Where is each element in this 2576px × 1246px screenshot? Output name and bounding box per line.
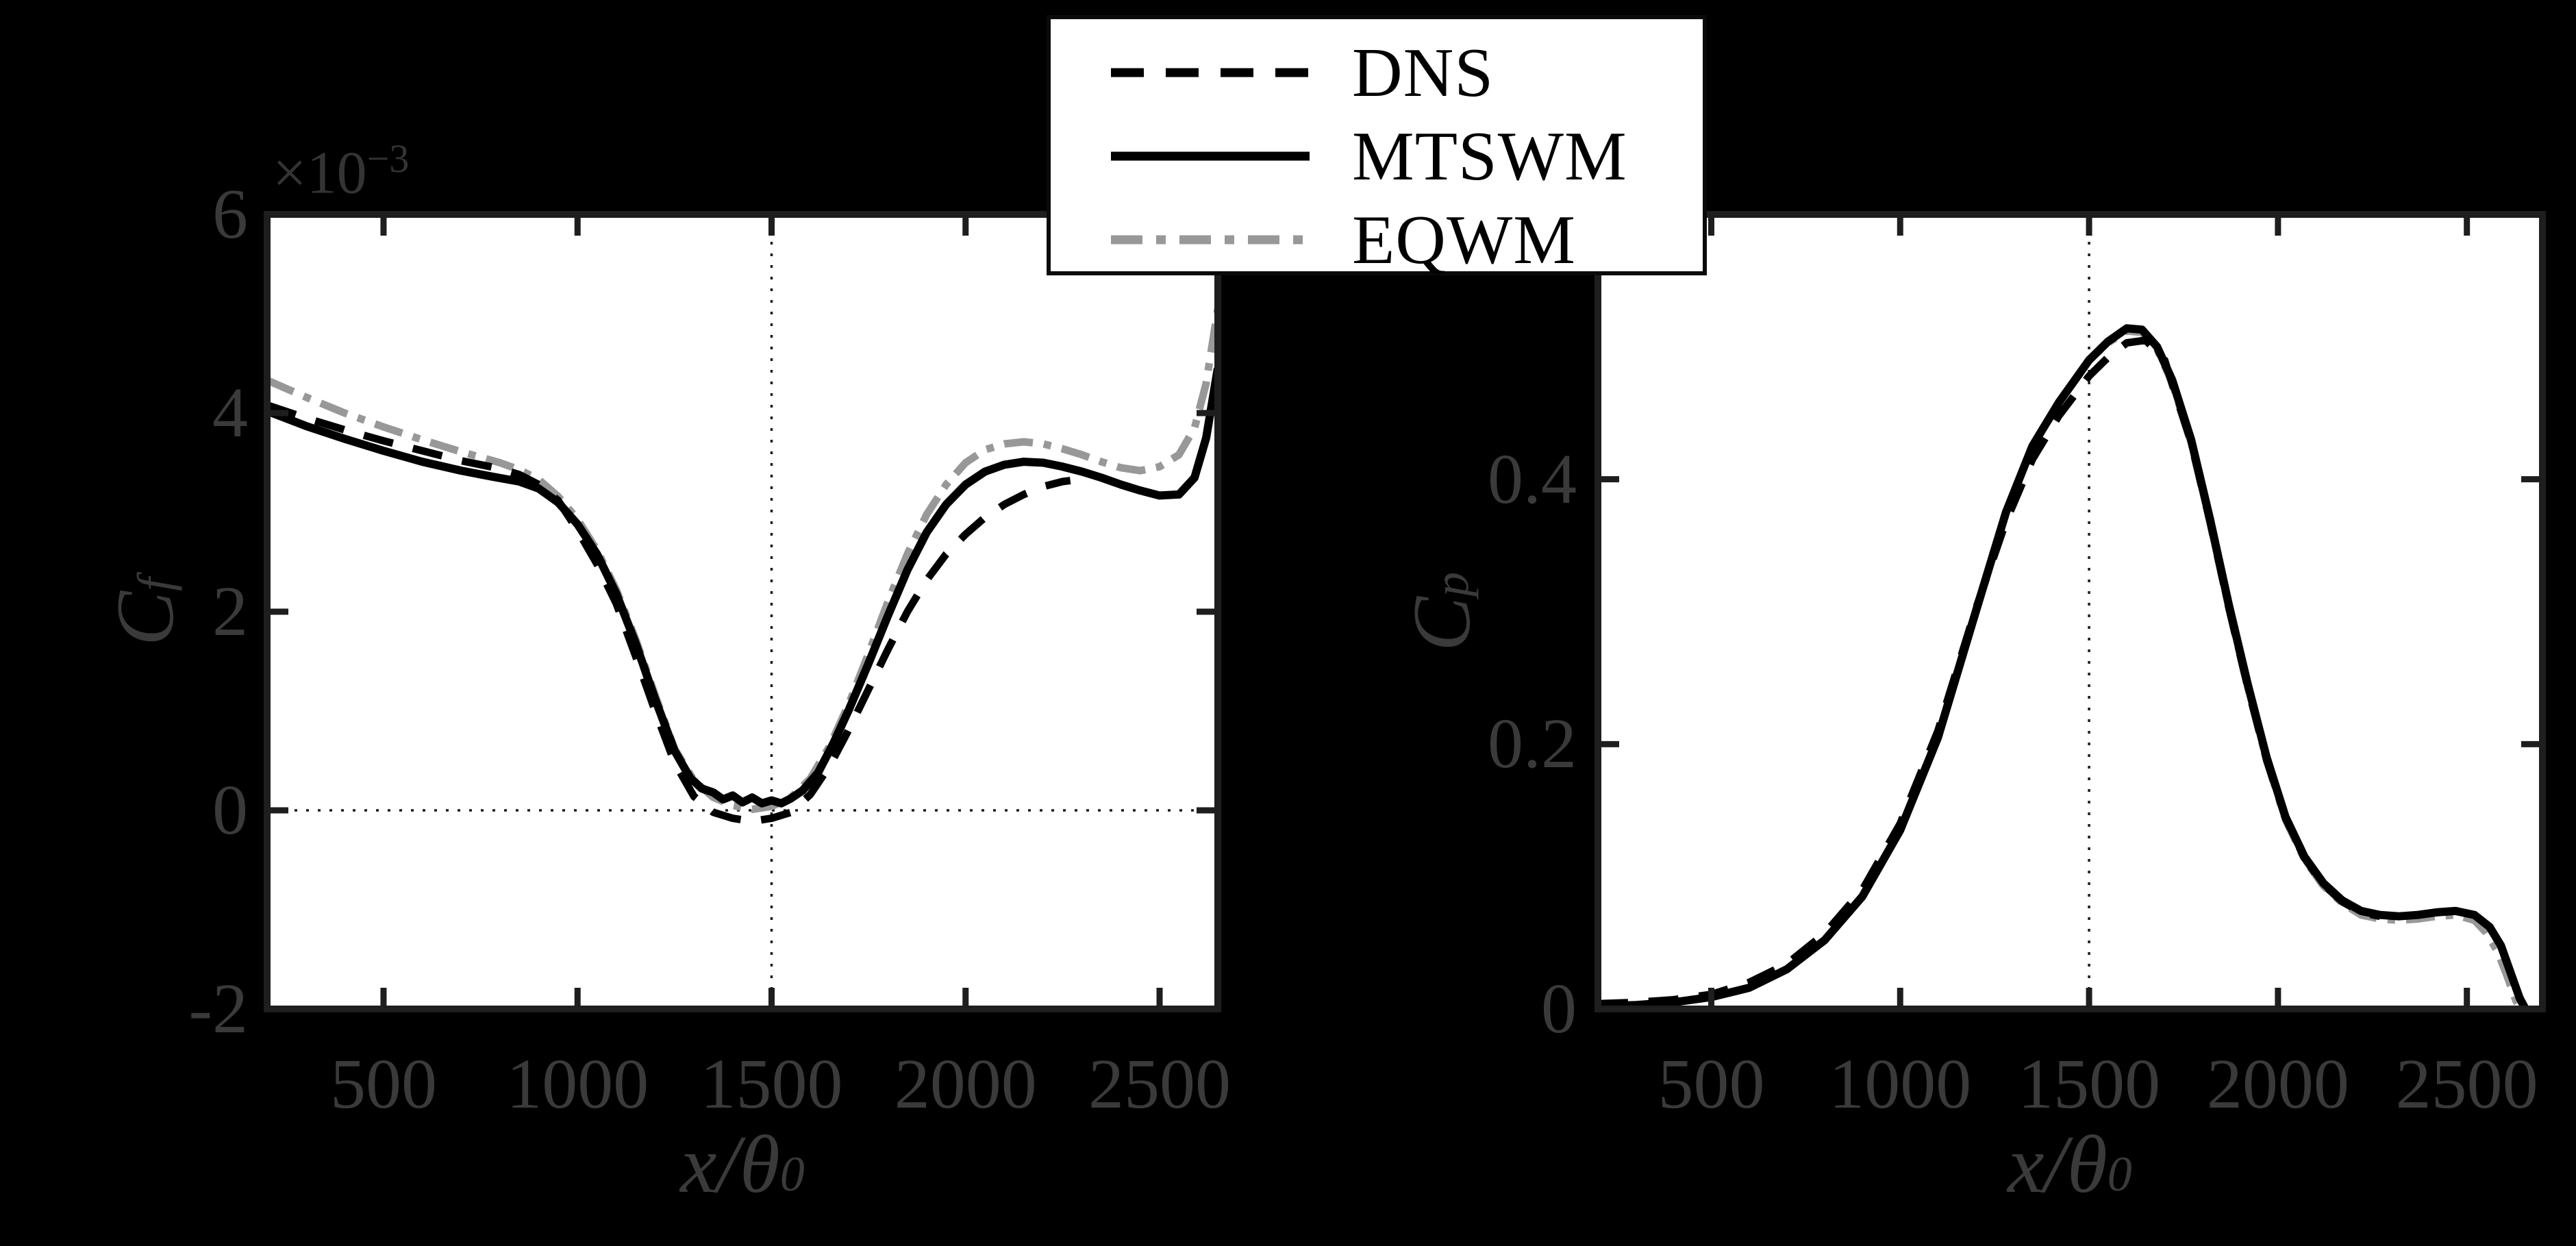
cp-x-tick-label-500: 500 — [1658, 1045, 1765, 1123]
eqwm-line-sample — [1111, 235, 1310, 245]
legend-label-dns: DNS — [1352, 34, 1495, 112]
cf-y-tick-label--2: -2 — [188, 969, 248, 1048]
cf-y-tick-label-0: 0 — [212, 771, 248, 849]
cf-y-tick-label-4: 4 — [212, 373, 248, 452]
cp-x-tick-label-2000: 2000 — [2206, 1045, 2349, 1123]
cf-x-tick-label-1000: 1000 — [506, 1045, 649, 1123]
cf-x-tick-label-1500: 1500 — [700, 1045, 843, 1123]
cf-x-tick-label-2000: 2000 — [894, 1045, 1037, 1123]
legend-label-eqwm: EQWM — [1352, 201, 1576, 279]
cf-x-tick-label-2500: 2500 — [1088, 1045, 1231, 1123]
cf-plot — [264, 211, 1221, 1012]
cf-axes-box — [264, 211, 1221, 1012]
cf-y-tick-label-2: 2 — [212, 572, 248, 651]
cp-axes-box — [1595, 211, 2546, 1012]
cf-y-tick-label-6: 6 — [212, 175, 248, 253]
legend-item-eqwm: EQWM — [1051, 198, 1703, 282]
cp-plot — [1595, 211, 2546, 1012]
legend-item-dns: DNS — [1051, 31, 1703, 114]
legend-item-mtswm: MTSWM — [1051, 114, 1703, 198]
legend-box: DNS MTSWM EQWM — [1047, 15, 1707, 279]
cp-x-axis-label: x/θ 0 — [2008, 1119, 2132, 1210]
cp-curve-mtswm — [1598, 324, 2529, 1009]
legend-label-mtswm: MTSWM — [1352, 117, 1627, 195]
cp-x-tick-label-1000: 1000 — [1829, 1045, 1972, 1123]
cp-y-tick-label-0: 0 — [1541, 969, 1577, 1048]
cp-x-tick-label-2500: 2500 — [2395, 1045, 2538, 1123]
dns-line-sample — [1111, 68, 1310, 77]
cf-curve-dns — [267, 401, 1071, 825]
cp-y-tick-label-0.2: 0.2 — [1488, 704, 1577, 784]
cf-y-multiplier: ×10−3 — [273, 136, 410, 207]
mtswm-line-sample — [1111, 151, 1310, 161]
cf-x-axis-label: x/θ 0 — [680, 1119, 805, 1210]
cp-x-tick-label-1500: 1500 — [2018, 1045, 2161, 1123]
cf-x-tick-label-500: 500 — [329, 1045, 437, 1123]
cf-curve-mtswm — [267, 367, 1218, 808]
cp-y-tick-label-0.4: 0.4 — [1488, 439, 1577, 519]
